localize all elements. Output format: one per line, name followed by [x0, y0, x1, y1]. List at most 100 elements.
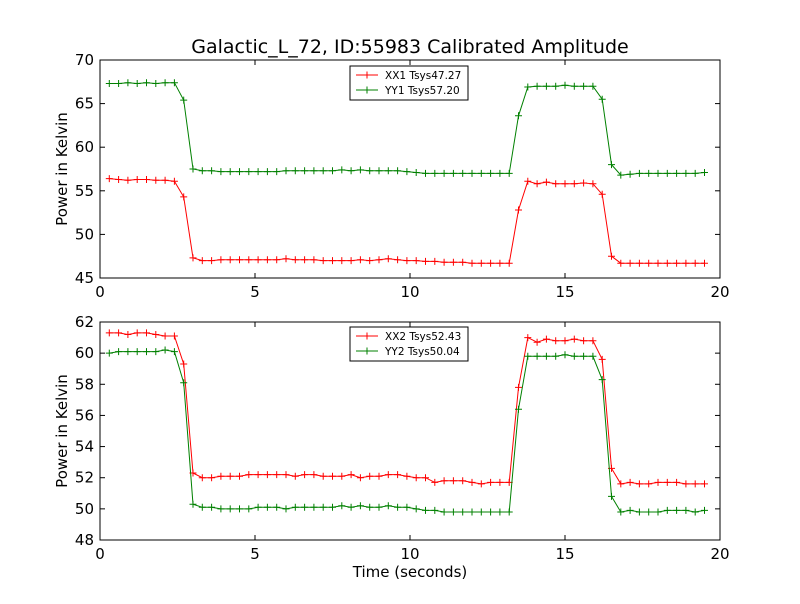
- data-point: [440, 169, 448, 177]
- data-point: [208, 167, 216, 175]
- data-point: [459, 169, 467, 177]
- data-point: [384, 167, 392, 175]
- data-point: [431, 506, 439, 514]
- figure-title: Galactic_L_72, ID:55983 Calibrated Ampli…: [191, 36, 628, 58]
- data-point: [105, 80, 113, 87]
- data-point: [263, 168, 271, 176]
- x-tick-label: 5: [250, 545, 260, 563]
- data-point: [682, 169, 690, 177]
- data-point: [701, 169, 708, 176]
- x-tick-label: 15: [555, 545, 574, 563]
- data-point: [198, 257, 206, 265]
- data-point: [598, 376, 606, 384]
- data-point: [552, 337, 560, 345]
- data-point: [366, 503, 374, 511]
- data-point: [701, 506, 708, 514]
- data-point: [375, 503, 383, 511]
- data-point: [673, 478, 681, 486]
- data-point: [477, 169, 485, 177]
- data-point: [319, 167, 327, 175]
- data-point: [254, 256, 262, 264]
- data-point: [208, 257, 216, 265]
- data-point: [226, 256, 234, 264]
- data-point: [338, 502, 346, 510]
- data-point: [542, 335, 550, 343]
- data-point: [394, 167, 402, 175]
- data-point: [310, 471, 318, 479]
- data-point: [431, 169, 439, 177]
- data-point: [236, 472, 243, 480]
- data-point: [533, 352, 541, 360]
- data-point: [356, 256, 364, 264]
- data-point: [645, 259, 653, 267]
- data-point: [691, 259, 699, 267]
- data-point: [682, 259, 690, 267]
- y-tick-label: 48: [75, 531, 94, 549]
- legend-label-1: XX1 Tsys47.27: [385, 70, 461, 82]
- data-point: [533, 82, 541, 90]
- data-point: [468, 259, 476, 267]
- data-point: [161, 332, 169, 340]
- data-point: [384, 471, 392, 479]
- data-point: [301, 503, 309, 511]
- data-point: [394, 256, 402, 264]
- data-point: [673, 169, 681, 177]
- data-point: [152, 80, 160, 87]
- data-point: [143, 79, 150, 87]
- data-point: [626, 170, 634, 178]
- data-point: [152, 176, 160, 184]
- data-point: [589, 180, 597, 188]
- data-point: [645, 480, 653, 488]
- data-point: [608, 161, 615, 169]
- data-point: [366, 167, 374, 175]
- data-point: [412, 505, 420, 513]
- data-point: [245, 471, 253, 479]
- data-point: [635, 480, 643, 488]
- data-point: [608, 252, 615, 260]
- data-point: [291, 256, 299, 264]
- data-point: [254, 168, 262, 176]
- y-tick-label: 54: [75, 438, 94, 456]
- data-point: [570, 82, 578, 90]
- data-point: [236, 168, 243, 176]
- data-point: [570, 352, 578, 360]
- data-point: [105, 175, 113, 183]
- data-point: [449, 508, 457, 516]
- data-point: [338, 166, 346, 174]
- chart-panel-2: 0 5 10 15 20 48 50 52 54 56 58 60 62 Power in Kelvin T…: [53, 313, 730, 581]
- data-point: [291, 503, 299, 511]
- y-tick-label: 45: [75, 269, 94, 287]
- data-point: [384, 502, 392, 510]
- data-point: [654, 508, 662, 516]
- data-point: [542, 82, 550, 90]
- data-point: [133, 80, 141, 87]
- data-point: [236, 256, 243, 264]
- data-point: [654, 259, 662, 267]
- data-point: [431, 478, 439, 486]
- data-point: [143, 348, 150, 356]
- series-markers-2: [105, 79, 708, 179]
- data-point: [496, 259, 504, 267]
- data-point: [617, 259, 625, 267]
- data-point: [310, 167, 318, 175]
- data-point: [580, 82, 588, 90]
- data-point: [366, 257, 374, 265]
- data-point: [291, 472, 299, 480]
- data-point: [375, 472, 383, 480]
- data-point: [533, 180, 541, 188]
- data-point: [105, 329, 113, 337]
- data-point: [301, 471, 309, 479]
- data-point: [412, 257, 420, 265]
- data-point: [570, 180, 578, 188]
- data-point: [347, 503, 355, 511]
- data-point: [524, 83, 532, 91]
- data-point: [115, 80, 123, 87]
- x-axis-label: Time (seconds): [352, 563, 468, 581]
- data-point: [459, 508, 467, 516]
- data-point: [561, 337, 569, 345]
- data-point: [375, 256, 383, 264]
- data-point: [282, 471, 290, 479]
- data-point: [487, 508, 495, 516]
- data-point: [338, 472, 346, 480]
- legend-box: [349, 326, 469, 362]
